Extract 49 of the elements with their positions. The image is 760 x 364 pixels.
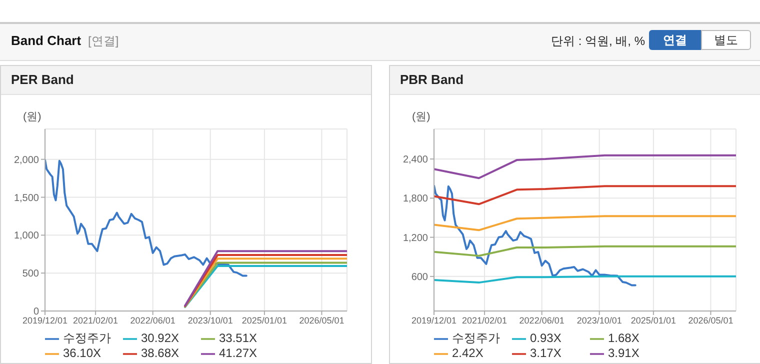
legend-label: 41.27X [219, 346, 258, 361]
y-axis-title: (원) [23, 110, 42, 124]
line-series [434, 184, 636, 286]
legend-label: 30.92X [141, 331, 180, 346]
legend-label: 3.91X [608, 346, 640, 361]
line-series [434, 154, 736, 180]
line-series [434, 215, 736, 232]
legend-label: 3.17X [530, 346, 562, 361]
legend-label: 수정주가 [452, 331, 501, 346]
line-series [434, 185, 736, 206]
x-tick-label: 2022/06/01 [519, 315, 564, 326]
x-tick-label: 2025/01/01 [630, 315, 676, 326]
x-tick-label: 2023/10/01 [188, 315, 233, 326]
text: 단위 : 억원, 배, % [551, 33, 646, 50]
y-tick-label: 2,000 [14, 154, 40, 166]
y-tick-label: 2,400 [402, 154, 428, 166]
x-tick-label: 2022/06/01 [130, 315, 176, 326]
line-series [45, 159, 248, 277]
x-tick-label: 2019/12/01 [22, 315, 68, 326]
legend-label: 수정주가 [63, 331, 112, 346]
text: [연결] [88, 33, 119, 50]
line-series [434, 275, 736, 284]
chart-title: PBR Band [390, 66, 760, 95]
y-tick-label: 1,000 [14, 230, 40, 242]
text: 연결 [649, 30, 701, 50]
x-tick-label: 2021/02/01 [73, 315, 118, 326]
chart-title: PER Band [1, 66, 371, 95]
legend-label: 2.42X [452, 346, 484, 361]
legend-label: 33.51X [219, 331, 258, 346]
x-tick-label: 2023/10/01 [576, 315, 622, 326]
line-series [434, 245, 736, 257]
text: 별도 [701, 30, 751, 50]
x-tick-label: 2021/02/01 [462, 315, 508, 326]
x-tick-label: 2019/12/01 [411, 315, 457, 326]
text: Band Chart [11, 33, 82, 48]
y-tick-label: 600 [411, 272, 428, 283]
legend-label: 38.68X [141, 346, 180, 361]
legend-label: 0.93X [530, 331, 562, 346]
y-axis-title: (원) [412, 110, 430, 124]
y-tick-label: 0 [33, 306, 40, 318]
y-tick-label: 1,200 [402, 232, 428, 244]
x-tick-label: 2026/05/01 [299, 315, 344, 326]
y-tick-label: 500 [22, 268, 40, 280]
legend-label: 1.68X [608, 331, 640, 346]
legend-label: 36.10X [63, 346, 102, 361]
x-tick-label: 2025/01/01 [242, 315, 287, 326]
x-tick-label: 2026/05/01 [688, 315, 734, 326]
y-tick-label: 1,500 [14, 192, 40, 204]
y-tick-label: 1,800 [402, 194, 428, 205]
